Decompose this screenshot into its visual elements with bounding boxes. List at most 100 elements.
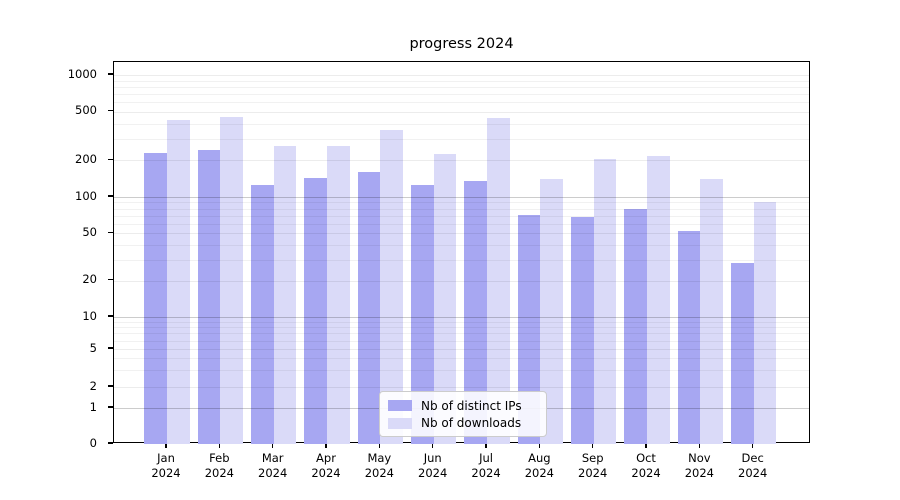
ytick-mark-0: [108, 442, 113, 444]
xtick-year: 2024: [631, 466, 661, 480]
xtick-mark-aug: [538, 443, 540, 448]
xtick-year: 2024: [578, 466, 608, 480]
xtick-month: Feb: [209, 451, 230, 465]
legend-swatch-distinct-ips-icon: [388, 400, 412, 412]
ytick-label-20: 20: [82, 272, 97, 287]
bar-distinct-ips-nov: [677, 231, 701, 444]
bar-downloads-jun: [433, 154, 457, 444]
bar-downloads-may: [380, 129, 404, 444]
ytick-label-1000: 1000: [67, 66, 97, 81]
gridline-minor: [114, 93, 809, 95]
ytick-label-500: 500: [75, 103, 97, 118]
bar-downloads-nov: [700, 179, 724, 444]
bar-distinct-ips-sep: [570, 217, 594, 444]
xtick-year: 2024: [204, 466, 234, 480]
bar-downloads-mar: [273, 146, 297, 444]
ytick-mark-5: [108, 347, 113, 349]
xtick-month: Oct: [636, 451, 656, 465]
gridline-minor: [114, 80, 809, 82]
bar-downloads-apr: [327, 146, 350, 444]
ytick-mark-100: [108, 195, 113, 197]
xtick-mark-dec: [752, 443, 754, 448]
bar-downloads-sep: [593, 158, 617, 444]
bar-downloads-jul: [487, 117, 510, 444]
ytick-mark-50: [108, 231, 113, 233]
ytick-mark-1000: [108, 73, 113, 75]
ytick-label-50: 50: [82, 224, 97, 239]
gridline-1000: [114, 75, 809, 76]
xtick-label-jul: Jul 2024: [456, 451, 516, 481]
bar-distinct-ips-dec: [731, 263, 754, 444]
xtick-label-feb: Feb 2024: [189, 451, 249, 481]
bar-distinct-ips-may: [357, 172, 381, 444]
bar-downloads-aug: [540, 179, 564, 444]
xtick-mark-jun: [432, 443, 434, 448]
xtick-month: May: [367, 451, 392, 465]
bar-distinct-ips-apr: [304, 178, 327, 444]
xtick-mark-jan: [165, 443, 167, 448]
xtick-label-oct: Oct 2024: [616, 451, 676, 481]
xtick-mark-nov: [698, 443, 700, 448]
bar-distinct-ips-jan: [144, 152, 167, 444]
bar-distinct-ips-jun: [410, 185, 434, 444]
xtick-year: 2024: [418, 466, 448, 480]
xtick-label-aug: Aug 2024: [509, 451, 569, 481]
legend-swatch-downloads-icon: [388, 417, 412, 429]
legend: Nb of distinct IPs Nb of downloads: [379, 391, 547, 437]
xtick-year: 2024: [471, 466, 501, 480]
ytick-label-5: 5: [89, 340, 97, 355]
xtick-year: 2024: [364, 466, 394, 480]
xtick-month: Apr: [316, 451, 336, 465]
bar-distinct-ips-aug: [517, 214, 541, 444]
ytick-mark-2: [108, 385, 113, 387]
xtick-year: 2024: [684, 466, 714, 480]
xtick-year: 2024: [738, 466, 768, 480]
ytick-mark-200: [108, 158, 113, 160]
xtick-month: Mar: [261, 451, 284, 465]
ytick-mark-10: [108, 315, 113, 317]
legend-row-downloads: Nb of downloads: [388, 415, 538, 433]
ytick-label-1: 1: [89, 399, 97, 414]
legend-label-downloads: Nb of downloads: [421, 416, 522, 431]
xtick-mark-oct: [645, 443, 647, 448]
xtick-month: Dec: [741, 451, 764, 465]
xtick-mark-feb: [218, 443, 220, 448]
xtick-mark-may: [378, 443, 380, 448]
bar-downloads-jan: [167, 119, 190, 444]
legend-row-distinct-ips: Nb of distinct IPs: [388, 397, 538, 415]
bar-distinct-ips-jul: [464, 180, 487, 444]
xtick-label-may: May 2024: [349, 451, 409, 481]
chart-title: progress 2024: [409, 36, 514, 52]
bar-distinct-ips-mar: [250, 185, 274, 444]
gridline-500: [114, 111, 809, 113]
xtick-label-apr: Apr 2024: [296, 451, 356, 481]
ytick-label-100: 100: [75, 188, 97, 203]
bar-distinct-ips-oct: [624, 209, 647, 444]
xtick-year: 2024: [258, 466, 288, 480]
gridline-minor: [114, 86, 809, 88]
ytick-mark-20: [108, 279, 113, 281]
xtick-year: 2024: [311, 466, 341, 480]
bar-downloads-dec: [753, 202, 777, 444]
gridline-minor: [114, 102, 809, 104]
bar-downloads-oct: [647, 156, 670, 444]
xtick-month: Jun: [423, 451, 442, 465]
bar-downloads-feb: [220, 116, 244, 444]
xtick-mark-sep: [592, 443, 594, 448]
gridline-minor: [114, 138, 809, 140]
xtick-label-dec: Dec 2024: [723, 451, 783, 481]
xtick-month: Jan: [157, 451, 175, 465]
bar-distinct-ips-feb: [197, 149, 221, 444]
legend-label-distinct-ips: Nb of distinct IPs: [421, 398, 522, 413]
xtick-label-jan: Jan 2024: [136, 451, 196, 481]
xtick-mark-mar: [272, 443, 274, 448]
ytick-mark-1: [108, 406, 113, 408]
ytick-mark-500: [108, 110, 113, 112]
xtick-mark-apr: [325, 443, 327, 448]
xtick-label-jun: Jun 2024: [403, 451, 463, 481]
xtick-mark-jul: [485, 443, 487, 448]
plot-area: [113, 61, 810, 444]
xtick-label-sep: Sep 2024: [563, 451, 623, 481]
xtick-month: Aug: [528, 451, 551, 465]
